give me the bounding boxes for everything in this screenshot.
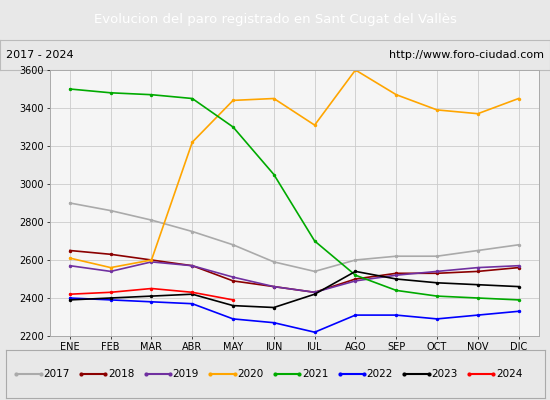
Text: 2024: 2024 (496, 369, 522, 379)
Text: 2021: 2021 (302, 369, 328, 379)
Text: 2019: 2019 (173, 369, 199, 379)
Text: 2017 - 2024: 2017 - 2024 (6, 50, 73, 60)
Text: http://www.foro-ciudad.com: http://www.foro-ciudad.com (389, 50, 544, 60)
Text: Evolucion del paro registrado en Sant Cugat del Vallès: Evolucion del paro registrado en Sant Cu… (94, 14, 456, 26)
Text: 2017: 2017 (43, 369, 70, 379)
Text: 2018: 2018 (108, 369, 134, 379)
Text: 2022: 2022 (367, 369, 393, 379)
Text: 2023: 2023 (431, 369, 458, 379)
Text: 2020: 2020 (237, 369, 263, 379)
